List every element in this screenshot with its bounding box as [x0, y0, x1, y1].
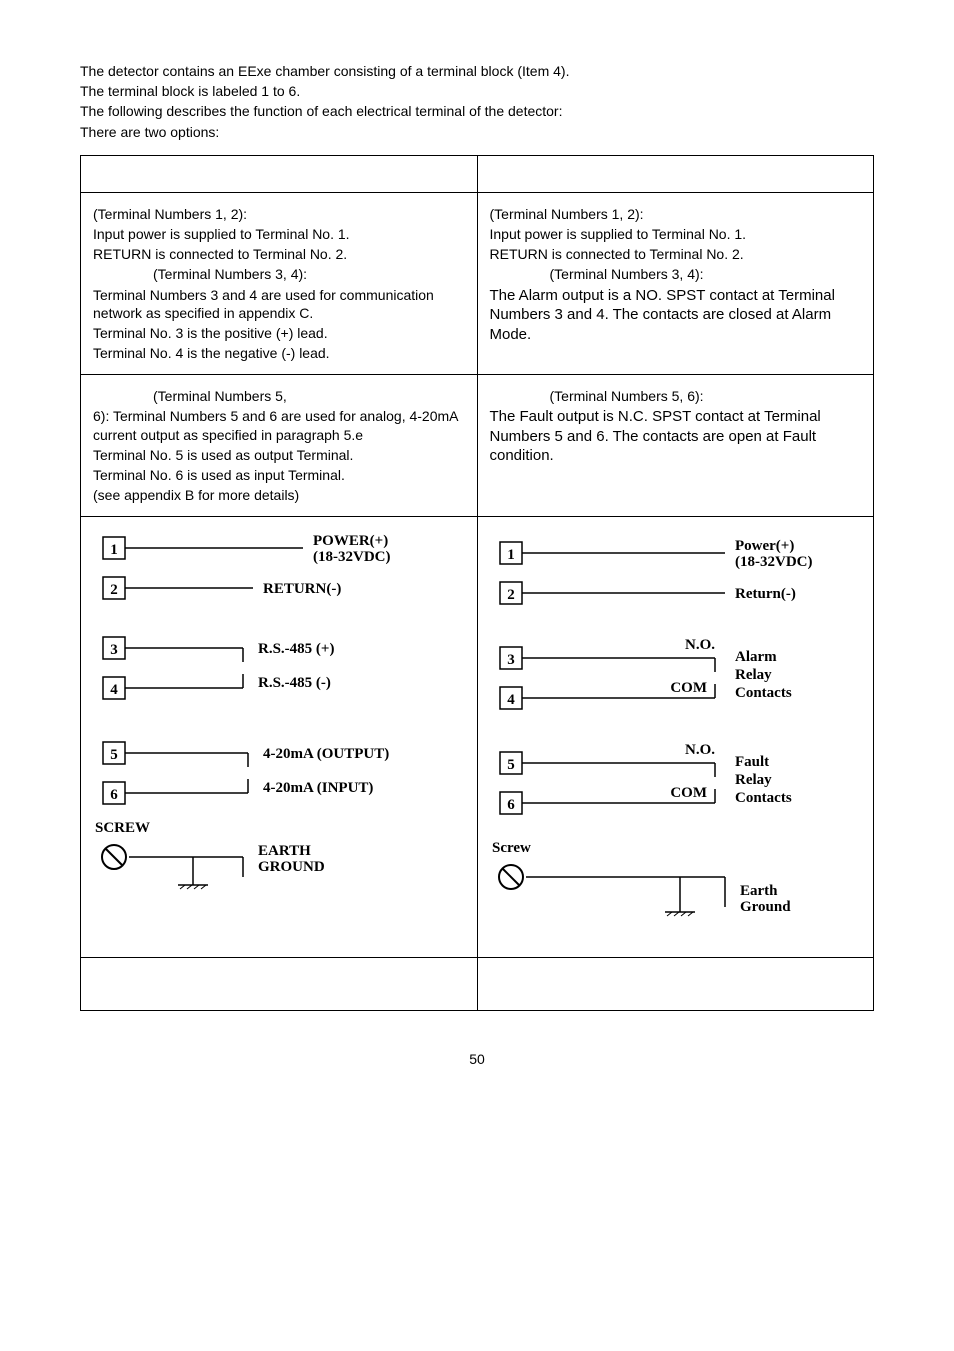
svg-text:Screw: Screw: [492, 840, 531, 856]
header-left: [81, 155, 478, 192]
heading: (Terminal Numbers 3, 4):: [490, 265, 862, 283]
svg-text:COM: COM: [670, 680, 707, 696]
terminal-diagram-relay: 1 Power(+) (18-32VDC) 2 Return(-) 3 N.O.…: [490, 527, 840, 947]
svg-text:GROUND: GROUND: [258, 859, 325, 875]
footer-right: [477, 958, 874, 1011]
svg-text:EARTH: EARTH: [258, 843, 311, 859]
svg-text:N.O.: N.O.: [685, 742, 715, 758]
cell-left-5-6: (Terminal Numbers 5, 6): Terminal Number…: [81, 375, 478, 517]
svg-text:Fault: Fault: [735, 754, 769, 770]
svg-text:3: 3: [110, 642, 118, 658]
svg-text:Contacts: Contacts: [735, 790, 792, 806]
heading: (Terminal Numbers 1, 2):: [93, 205, 465, 223]
diagram-right: 1 Power(+) (18-32VDC) 2 Return(-) 3 N.O.…: [477, 517, 874, 958]
text: Terminal No. 5 is used as output Termina…: [93, 446, 465, 464]
svg-text:5: 5: [110, 747, 118, 763]
cell-right-5-6: (Terminal Numbers 5, 6): The Fault outpu…: [477, 375, 874, 517]
svg-text:N.O.: N.O.: [685, 637, 715, 653]
text: Input power is supplied to Terminal No. …: [490, 225, 862, 243]
text: RETURN is connected to Terminal No. 2.: [93, 245, 465, 263]
svg-text:Ground: Ground: [740, 899, 791, 915]
diagram-left: 1 POWER(+) (18-32VDC) 2 RETURN(-) 3 R.S.…: [81, 517, 478, 958]
svg-text:6: 6: [110, 787, 118, 803]
text: RETURN is connected to Terminal No. 2.: [490, 245, 862, 263]
intro-line: The terminal block is labeled 1 to 6.: [80, 82, 874, 100]
svg-text:RETURN(-): RETURN(-): [263, 581, 341, 597]
svg-text:2: 2: [507, 587, 515, 603]
terminal-table: (Terminal Numbers 1, 2): Input power is …: [80, 155, 874, 1012]
intro-line: The detector contains an EExe chamber co…: [80, 62, 874, 80]
svg-text:Earth: Earth: [740, 883, 778, 899]
header-right: [477, 155, 874, 192]
svg-text:1: 1: [507, 547, 515, 563]
svg-text:Contacts: Contacts: [735, 685, 792, 701]
footer-left: [81, 958, 478, 1011]
heading: (Terminal Numbers 5, 6):: [490, 387, 862, 405]
svg-text:3: 3: [507, 652, 515, 668]
intro-line: There are two options:: [80, 123, 874, 141]
terminal-diagram-rs485: 1 POWER(+) (18-32VDC) 2 RETURN(-) 3 R.S.…: [93, 527, 443, 927]
svg-text:4-20mA (INPUT): 4-20mA (INPUT): [263, 780, 373, 796]
text: Terminal Numbers 3 and 4 are used for co…: [93, 286, 465, 322]
text: (see appendix B for more details): [93, 486, 465, 504]
text: The Alarm output is a NO. SPST contact a…: [490, 286, 862, 345]
page-number: 50: [80, 1051, 874, 1067]
svg-text:COM: COM: [670, 785, 707, 801]
svg-text:6: 6: [507, 797, 515, 813]
text: Terminal No. 3 is the positive (+) lead.: [93, 324, 465, 342]
text: 6): Terminal Numbers 5 and 6 are used fo…: [93, 407, 465, 443]
heading: (Terminal Numbers 3, 4):: [93, 265, 465, 283]
svg-text:4: 4: [507, 692, 515, 708]
svg-text:5: 5: [507, 757, 515, 773]
svg-text:1: 1: [110, 542, 118, 558]
svg-text:Return(-): Return(-): [735, 586, 796, 602]
text: Terminal No. 6 is used as input Terminal…: [93, 466, 465, 484]
text: Input power is supplied to Terminal No. …: [93, 225, 465, 243]
svg-text:Alarm: Alarm: [735, 649, 777, 665]
svg-text:R.S.-485 (-): R.S.-485 (-): [258, 675, 331, 691]
svg-text:2: 2: [110, 582, 118, 598]
svg-text:4: 4: [110, 682, 118, 698]
text: The Fault output is N.C. SPST contact at…: [490, 407, 862, 466]
svg-text:4-20mA (OUTPUT): 4-20mA (OUTPUT): [263, 746, 389, 762]
svg-text:Relay: Relay: [735, 667, 772, 683]
heading: (Terminal Numbers 5,: [93, 387, 465, 405]
svg-text:(18-32VDC): (18-32VDC): [735, 554, 812, 570]
text: Terminal No. 4 is the negative (-) lead.: [93, 344, 465, 362]
svg-text:SCREW: SCREW: [95, 820, 150, 836]
cell-right-1-2: (Terminal Numbers 1, 2): Input power is …: [477, 192, 874, 375]
svg-text:Relay: Relay: [735, 772, 772, 788]
svg-text:(18-32VDC): (18-32VDC): [313, 549, 390, 565]
intro-line: The following describes the function of …: [80, 102, 874, 120]
cell-left-1-2: (Terminal Numbers 1, 2): Input power is …: [81, 192, 478, 375]
svg-text:Power(+): Power(+): [735, 538, 794, 554]
heading: (Terminal Numbers 1, 2):: [490, 205, 862, 223]
svg-text:POWER(+): POWER(+): [313, 533, 388, 549]
intro-text: The detector contains an EExe chamber co…: [80, 62, 874, 141]
svg-text:R.S.-485 (+): R.S.-485 (+): [258, 641, 334, 657]
